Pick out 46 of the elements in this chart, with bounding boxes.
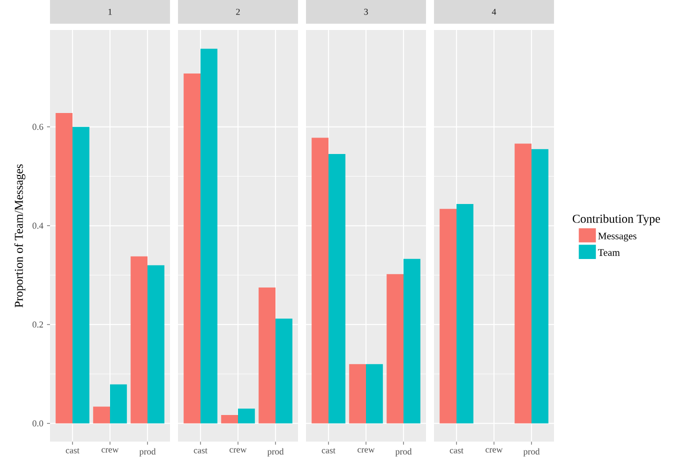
bar (514, 144, 532, 424)
x-tick-label: prod (395, 448, 412, 456)
chart-title: 3 (364, 8, 368, 15)
y-tick-label: 0.4 (32, 222, 44, 229)
x-tick-label: crew (230, 448, 247, 453)
x-tick-label: crew (358, 448, 375, 453)
x-tick-label: prod (267, 448, 284, 456)
chart-title: 1 (108, 8, 112, 15)
x-tick-label: crew (102, 448, 119, 453)
legend-label: Team (598, 249, 620, 256)
bar (200, 48, 218, 424)
bar (386, 274, 404, 424)
x-tick-label: prod (139, 448, 156, 456)
bar (56, 113, 73, 424)
y-axis-title: Proportion of Team/Messages (14, 164, 26, 308)
x-tick-label: prod (523, 448, 540, 456)
bar (130, 256, 148, 424)
bar (258, 287, 276, 424)
bar (238, 408, 255, 424)
bar (532, 149, 548, 424)
x-tick-label: cast (322, 448, 336, 454)
legend-title: Contribution Type (572, 214, 660, 226)
y-tick-label: 0.2 (32, 321, 43, 328)
bar (456, 204, 474, 424)
x-tick-label: cast (66, 448, 80, 454)
bar (440, 208, 457, 424)
bar (72, 126, 90, 424)
bar (93, 406, 110, 424)
bar (184, 73, 201, 424)
chart-title: 4 (492, 8, 496, 15)
x-tick-label: cast (450, 448, 464, 454)
bar (221, 414, 238, 424)
bar (148, 265, 164, 424)
x-tick-label: cast (194, 448, 208, 454)
chart-title: 2 (236, 8, 240, 15)
y-tick-label: 0.6 (32, 124, 44, 130)
bar (404, 258, 420, 424)
legend-label: Messages (598, 232, 636, 242)
y-tick-label: 0.0 (32, 420, 44, 426)
bar (349, 364, 366, 424)
bar (366, 364, 383, 424)
bar (276, 318, 292, 424)
bar (110, 384, 127, 424)
x-tick-label: crew (486, 448, 503, 453)
bar (312, 138, 329, 424)
bar (328, 154, 346, 424)
